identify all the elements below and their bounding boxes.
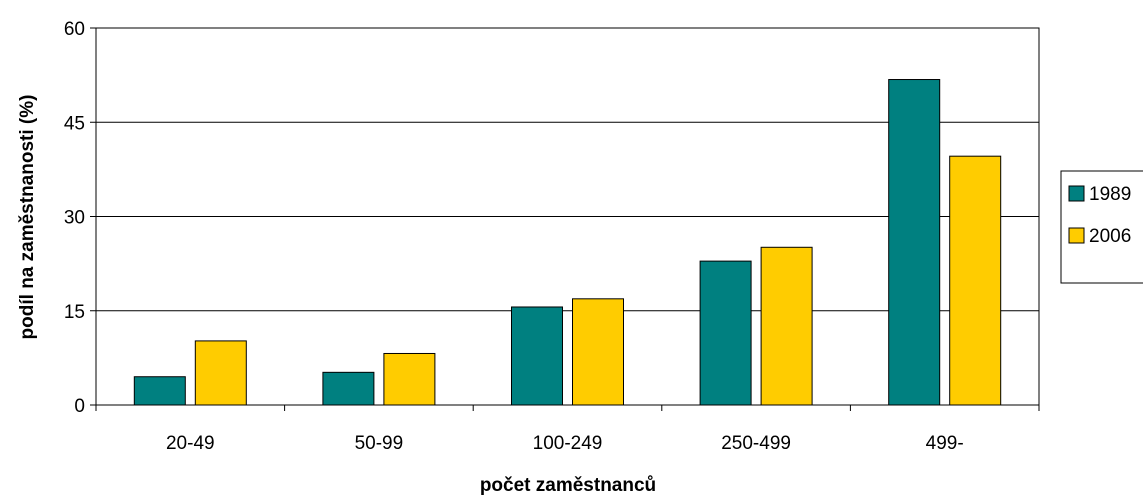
y-axis-title: podíl na zaměstnanosti (%) xyxy=(17,95,38,340)
bar-2006-20-49 xyxy=(194,340,247,406)
x-tick-label: 20-49 xyxy=(166,433,215,454)
x-tick-labels: 20-49 50-99 100-249 250-499 499- xyxy=(166,433,964,454)
y-tick-label: 15 xyxy=(64,302,85,323)
bar-1989-50-99 xyxy=(322,371,375,406)
bar-2006-100-249 xyxy=(572,298,624,406)
x-tick-label: 499- xyxy=(926,433,964,454)
y-tick-label: 45 xyxy=(64,113,85,134)
bars xyxy=(133,79,1002,406)
bar-1989-499- xyxy=(888,79,941,406)
bar-2006-499- xyxy=(949,155,1002,406)
y-tick-label: 60 xyxy=(64,19,85,40)
legend-swatch-1989 xyxy=(1068,185,1085,202)
axes xyxy=(90,27,1040,411)
x-tick-label: 100-249 xyxy=(533,433,603,454)
bar-2006-250-499 xyxy=(760,246,813,406)
x-axis-title: počet zaměstnanců xyxy=(480,475,656,496)
legend-swatch-2006 xyxy=(1068,227,1085,244)
bar-1989-100-249 xyxy=(511,306,563,406)
x-tick-label: 50-99 xyxy=(355,433,404,454)
y-tick-labels: 0 15 30 45 60 xyxy=(64,19,85,417)
legend-label-2006: 2006 xyxy=(1089,226,1131,247)
y-tick-label: 0 xyxy=(74,396,85,417)
x-tick-label: 250-499 xyxy=(721,433,791,454)
bar-1989-250-499 xyxy=(699,260,752,406)
legend: 1989 2006 xyxy=(1060,170,1143,284)
bar-2006-50-99 xyxy=(383,352,436,406)
legend-label-1989: 1989 xyxy=(1089,184,1131,205)
y-tick-label: 30 xyxy=(64,208,85,229)
bar-1989-20-49 xyxy=(133,376,186,406)
